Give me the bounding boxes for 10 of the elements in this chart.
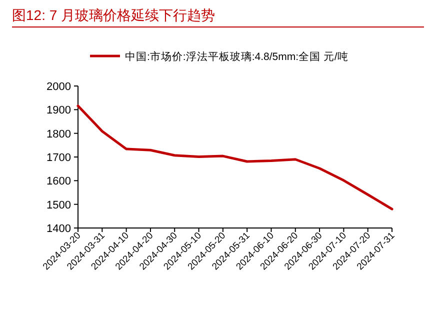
y-tick-label: 1700 [46, 152, 71, 164]
title: 图12: 7 月玻璃价格延续下行趋势 [12, 7, 216, 23]
legend: 中国:市场价:浮法平板玻璃:4.8/5mm:全国 元/吨 [90, 51, 348, 63]
y-tick-label: 1600 [46, 176, 71, 188]
y-tick-label: 1400 [46, 223, 71, 235]
y-tick-label: 1500 [46, 199, 71, 212]
y-tick-label: 1900 [46, 104, 71, 117]
legend-label: 中国:市场价:浮法平板玻璃:4.8/5mm:全国 元/吨 [125, 50, 348, 63]
y-tick-label: 1800 [46, 128, 71, 140]
y-tick-label: 2000 [46, 81, 71, 93]
